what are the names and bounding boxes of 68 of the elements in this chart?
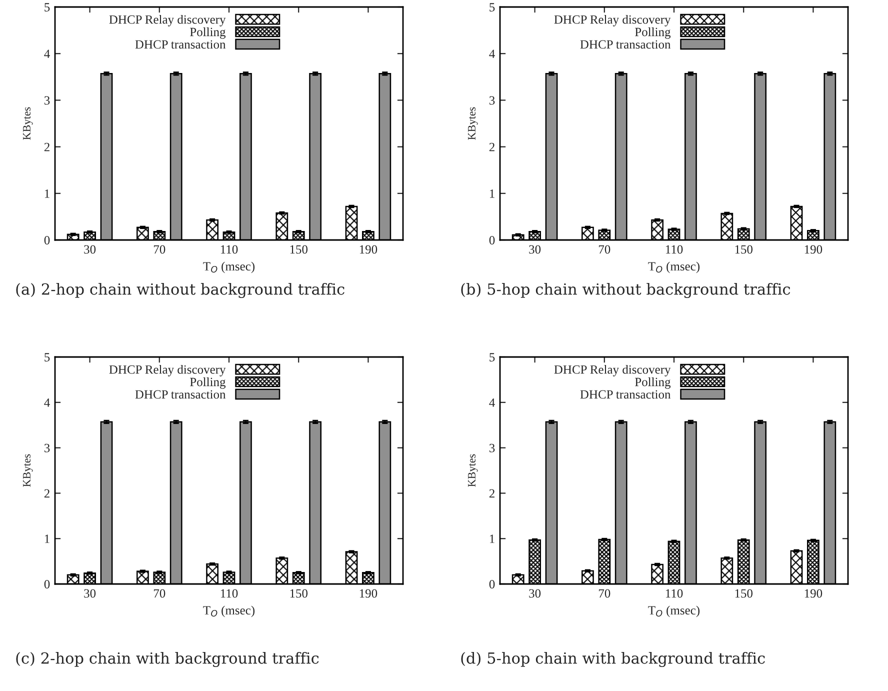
text: (c) 2-hop chain with background traffic [16, 652, 319, 668]
x-tick-label: 70 [154, 245, 166, 254]
y-tick-label: 2 [44, 489, 50, 498]
x-tick-label: 70 [598, 589, 610, 598]
y-tick-label: 4 [44, 398, 50, 407]
y-tick-label: 2 [489, 142, 494, 152]
legend-label: Polling [190, 377, 226, 389]
y-axis-title: KBytes [23, 454, 33, 487]
text: (d) 5-hop chain with background traffic [461, 652, 765, 668]
y-axis-title: KBytes [468, 107, 478, 140]
legend-label: DHCP Relay discovery [554, 364, 671, 376]
legend-label: Polling [635, 377, 671, 389]
y-tick-label: 5 [44, 3, 50, 12]
x-tick-label: 30 [84, 245, 96, 254]
y-tick-label: 1 [490, 534, 494, 543]
legend-label: DHCP transaction [135, 390, 226, 399]
x-tick-label: 30 [529, 589, 541, 598]
y-tick-label: 3 [44, 96, 50, 105]
x-tick-label: 110 [666, 245, 683, 254]
y-tick-label: 0 [44, 580, 50, 588]
text: (b) 5-hop chain without background traffic [461, 283, 790, 298]
y-tick-label: 5 [490, 3, 495, 12]
x-tick-label: 190 [360, 245, 378, 254]
x-axis-title: T$_{O}$ (msec) [648, 262, 700, 274]
x-tick-label: 70 [598, 245, 610, 254]
text: (a) 2-hop chain without background traffic [16, 283, 344, 298]
x-tick-label: 150 [735, 589, 752, 598]
legend-label: DHCP transaction [580, 40, 671, 49]
x-tick-label: 110 [220, 589, 238, 598]
x-tick-label: 70 [154, 589, 166, 598]
x-axis-title: T$_{O}$ (msec) [203, 262, 255, 274]
x-tick-label: 150 [290, 589, 308, 598]
y-tick-label: 2 [489, 489, 494, 498]
y-tick-label: 1 [44, 534, 50, 543]
legend-label: DHCP Relay discovery [109, 364, 226, 376]
y-tick-label: 4 [489, 50, 495, 58]
legend-label: DHCP Relay discovery [554, 14, 671, 26]
x-tick-label: 150 [735, 245, 752, 254]
y-tick-label: 5 [44, 353, 50, 362]
x-axis-title: T$_{O}$ (msec) [203, 606, 255, 618]
y-tick-label: 3 [44, 444, 50, 452]
y-tick-label: 1 [44, 189, 50, 198]
legend-label: Polling [190, 27, 226, 39]
x-tick-label: 150 [290, 245, 308, 254]
x-tick-label: 190 [804, 589, 822, 598]
legend-label: DHCP transaction [135, 40, 226, 49]
y-tick-label: 4 [44, 50, 50, 58]
y-tick-label: 0 [489, 236, 495, 244]
legend-label: DHCP transaction [580, 390, 671, 399]
x-tick-label: 190 [804, 245, 822, 254]
x-tick-label: 110 [666, 589, 683, 598]
x-tick-label: 110 [220, 245, 238, 254]
legend-label: Polling [635, 27, 671, 39]
y-tick-label: 5 [490, 353, 495, 362]
x-axis-title: T$_{O}$ (msec) [648, 606, 700, 618]
y-tick-label: 2 [44, 142, 50, 152]
y-tick-label: 3 [489, 444, 495, 452]
y-tick-label: 0 [489, 580, 495, 588]
y-axis-title: KBytes [23, 107, 33, 140]
legend-label: DHCP Relay discovery [109, 14, 226, 26]
x-tick-label: 30 [529, 245, 541, 254]
y-axis-title: KBytes [468, 454, 478, 487]
y-tick-label: 1 [490, 189, 494, 198]
x-tick-label: 190 [360, 589, 378, 598]
y-tick-label: 0 [44, 236, 50, 244]
y-tick-label: 4 [489, 398, 495, 407]
y-tick-label: 3 [489, 96, 495, 105]
x-tick-label: 30 [84, 589, 96, 598]
